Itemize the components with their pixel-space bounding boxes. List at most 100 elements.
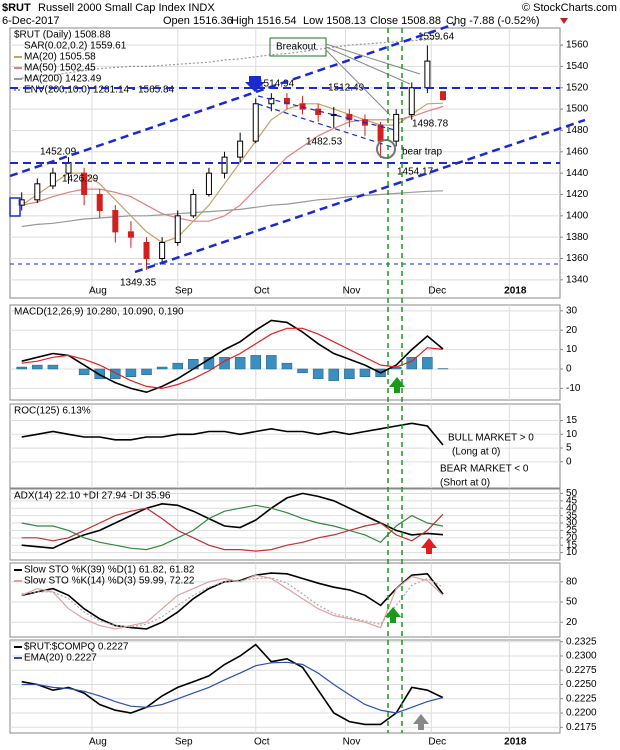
histogram-bar	[125, 368, 137, 377]
histogram-bar	[110, 368, 121, 379]
histogram-bar	[344, 368, 355, 379]
y-tick-label: 20	[566, 617, 578, 628]
y-tick-label: 10	[566, 547, 578, 558]
y-tick-label: 1380	[566, 232, 589, 243]
panel-title: ROC(125) 6.13%	[14, 406, 91, 417]
x-tick-label: Oct	[254, 737, 270, 748]
y-tick-label: 0.2175	[566, 722, 597, 733]
series-line	[21, 102, 444, 244]
series-line	[21, 574, 444, 630]
histogram-bar	[141, 368, 152, 376]
y-tick-label: 1460	[566, 146, 589, 157]
y-tick-label: 45	[566, 495, 578, 506]
channel-line	[134, 118, 586, 274]
y-tick-label: 10	[566, 344, 578, 355]
histogram-bar	[312, 368, 324, 379]
series-line	[21, 327, 444, 390]
series-line	[21, 661, 444, 714]
candle-body	[330, 113, 337, 116]
candle-body	[190, 193, 197, 217]
y-tick-label: 80	[566, 576, 578, 587]
series-line	[21, 492, 444, 550]
legend-entry: Slow STO %K(14) %D(3) 59.99, 72.22	[24, 576, 195, 587]
x-tick-label: Aug	[89, 737, 107, 748]
candle-body	[18, 199, 25, 206]
x-tick-label: Nov	[343, 737, 361, 748]
annotation: 1559.64	[418, 32, 455, 43]
histogram-bar	[32, 364, 43, 370]
y-tick-label: 0.2300	[566, 651, 597, 662]
y-tick-label: 1400	[566, 210, 589, 221]
candle-body	[237, 140, 244, 158]
x-tick-label: Sep	[175, 737, 193, 748]
down-arrow	[245, 76, 265, 92]
y-tick-label: 1440	[566, 168, 589, 179]
annotation: 1512.49	[328, 83, 365, 94]
candle-body	[96, 193, 103, 211]
histogram-bar	[234, 357, 246, 370]
histogram-bar	[281, 362, 293, 370]
y-tick-label: 35	[566, 510, 578, 521]
panel-title: ADX(14) 22.10 +DI 27.94 -DI 35.96	[14, 491, 171, 502]
histogram-bar	[156, 366, 168, 370]
histogram-bar	[406, 357, 418, 370]
y-tick-label: 5	[566, 443, 572, 454]
candle-body	[252, 103, 259, 142]
candle-body	[34, 183, 41, 201]
candle-body	[268, 97, 275, 105]
legend-entry: MA(50) 1502.45	[24, 63, 96, 74]
candle-body	[174, 215, 181, 244]
credit: © StockCharts.com	[522, 2, 617, 14]
y-tick-label: 1480	[566, 125, 589, 136]
marker-box	[9, 197, 21, 217]
breakout-pointer	[325, 49, 391, 116]
candle-body	[127, 231, 134, 238]
y-tick-label: 30	[566, 305, 578, 316]
quote-low: Low 1508.13	[303, 15, 366, 27]
y-tick-label: 1520	[566, 82, 589, 93]
candle-body	[205, 172, 212, 195]
annotation: 1452.09	[40, 147, 77, 158]
histogram-bar	[172, 362, 183, 370]
y-tick-label: 1540	[566, 61, 589, 72]
index-name: Russell 2000 Small Cap Index INDX	[38, 2, 215, 14]
legend-entry: EMA(20) 0.2227	[24, 653, 97, 664]
histogram-bar	[16, 366, 27, 370]
annotation: BEAR MARKET < 0	[440, 464, 529, 475]
candle-body	[112, 209, 119, 233]
candle-body	[65, 161, 72, 174]
bear-trap-circle	[376, 139, 396, 159]
legend-entry: MA(20) 1505.58	[24, 52, 96, 63]
quote-high: High 1516.54	[231, 15, 296, 27]
annotation: bear trap	[402, 147, 442, 158]
annotation: (Long at 0)	[452, 447, 500, 458]
y-tick-label: 1420	[566, 189, 589, 200]
series-line	[21, 572, 444, 630]
wedge-line	[257, 95, 396, 131]
panel-frame	[9, 562, 561, 638]
candle-body	[221, 156, 228, 174]
panel-frame	[9, 304, 561, 401]
series-line	[21, 190, 444, 228]
y-tick-label: 20	[566, 325, 578, 336]
legend-entry: MA(200) 1423.49	[24, 74, 102, 85]
histogram-bar	[250, 355, 261, 370]
annotation: 1454.17	[397, 167, 434, 178]
annotation: BULL MARKET > 0	[448, 433, 534, 444]
y-tick-label: 1360	[566, 253, 589, 264]
candle-body	[377, 124, 384, 142]
x-tick-label: 2018	[504, 286, 527, 297]
series-line	[21, 319, 444, 394]
candle-body	[346, 113, 353, 121]
y-tick-label: 20	[566, 532, 578, 543]
series-line	[21, 422, 444, 446]
up-arrow	[421, 538, 437, 554]
candle-body	[424, 60, 431, 89]
candle-body	[299, 103, 306, 110]
y-tick-label: 25	[566, 525, 578, 536]
candle-body	[393, 113, 400, 142]
series-line	[21, 38, 444, 79]
y-tick-label: 15	[566, 540, 578, 551]
y-tick-label: 10	[566, 429, 578, 440]
